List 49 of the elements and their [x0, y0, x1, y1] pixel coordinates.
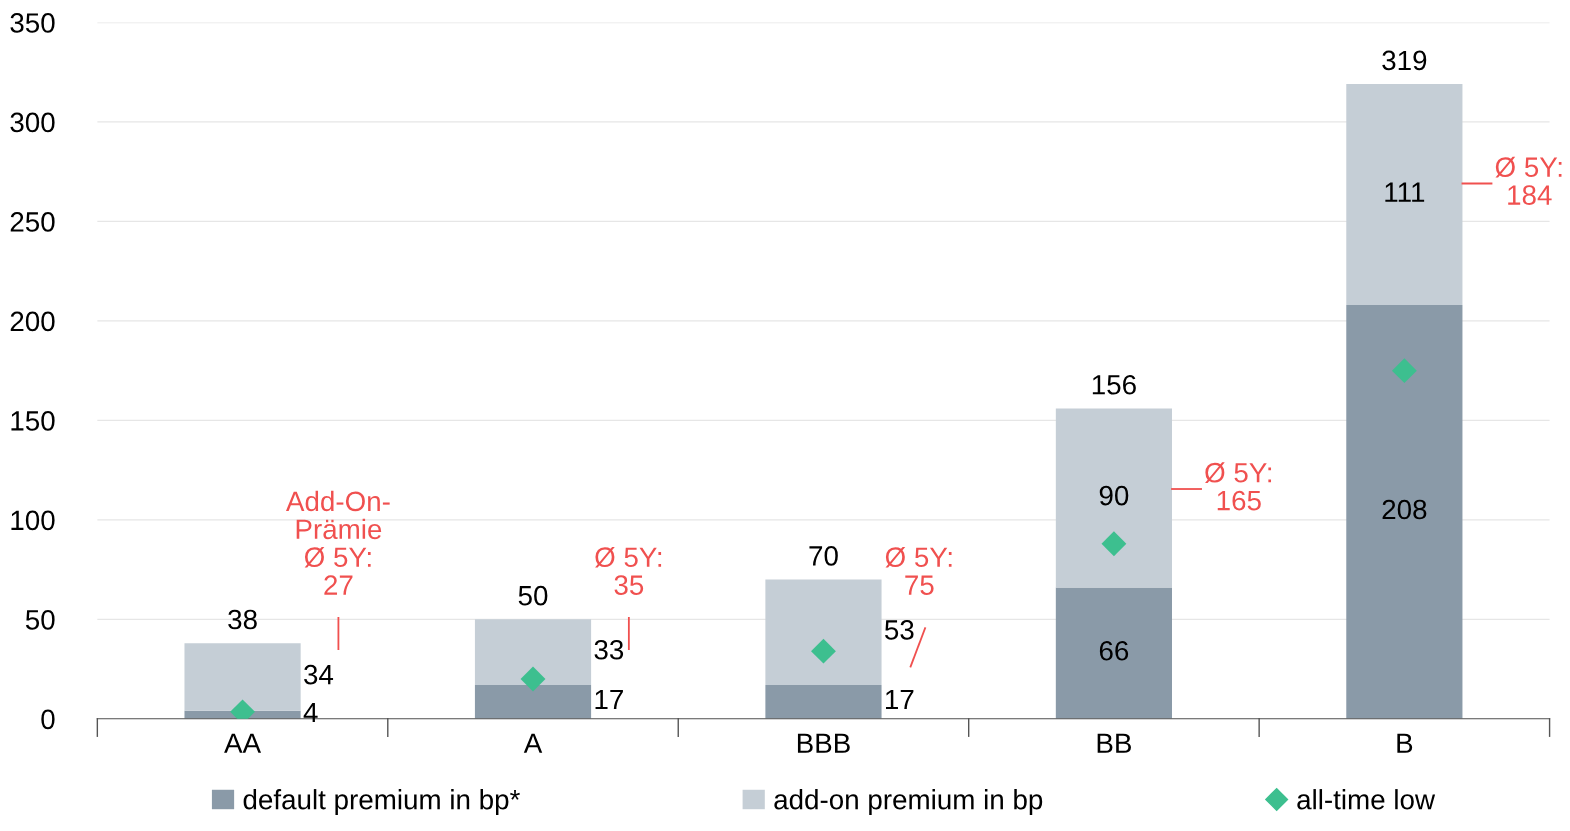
data-label: 4 [303, 702, 318, 723]
point [811, 638, 836, 664]
total-label: 38 [228, 609, 257, 630]
bar [184, 643, 301, 711]
data-label: 90 [1099, 485, 1129, 506]
total-label: 319 [1382, 50, 1427, 71]
bar [765, 684, 882, 719]
x-tick-label: A [523, 733, 543, 753]
x-tick-label: BBB [797, 733, 850, 753]
annotation: Ø 5Y: 184 [1495, 156, 1562, 205]
bar [474, 619, 592, 685]
data-label: 34 [304, 664, 334, 685]
point [1391, 358, 1417, 384]
bar [765, 579, 882, 685]
x-tick-label: AA [224, 733, 262, 753]
point [1101, 531, 1127, 557]
data-label: 17 [595, 689, 623, 710]
y-tick-label: 200 [10, 311, 55, 332]
y-tick-label: 100 [11, 510, 55, 531]
y-tick-label: 350 [10, 13, 55, 33]
bar [1055, 408, 1172, 588]
legend-label: default premium in bp* [243, 789, 520, 815]
y-tick-label: 150 [11, 411, 55, 431]
data-label: 66 [1099, 640, 1129, 661]
y-tick-label: 0 [41, 709, 55, 730]
data-label: 53 [884, 620, 914, 640]
y-tick-label: 300 [10, 112, 55, 133]
data-label: 33 [594, 639, 624, 660]
legend-label: add-on premium in bp [774, 789, 1043, 815]
annotation: Ø 5Y: 75 [885, 546, 952, 595]
data-label: 111 [1385, 182, 1425, 202]
bar [1346, 84, 1463, 305]
total-label: 50 [518, 585, 548, 606]
y-tick-label: 250 [10, 212, 55, 232]
bar [1346, 304, 1463, 719]
y-tick-label: 50 [25, 610, 55, 630]
annotation: Ø 5Y: 165 [1205, 462, 1272, 511]
annotation: Ø 5Y: 35 [595, 546, 662, 595]
data-label: 17 [886, 689, 914, 710]
legend-label: all-time low [1297, 789, 1436, 810]
data-label: 208 [1382, 499, 1427, 520]
total-label: 156 [1092, 374, 1136, 395]
point [520, 666, 546, 692]
total-label: 70 [809, 546, 838, 566]
bar [1055, 587, 1172, 719]
x-tick-label: BB [1097, 733, 1131, 753]
bar [474, 684, 592, 719]
annotation: Add-On- Prämie Ø 5Y: 27 [285, 490, 390, 595]
x-tick-label: B [1397, 733, 1413, 753]
